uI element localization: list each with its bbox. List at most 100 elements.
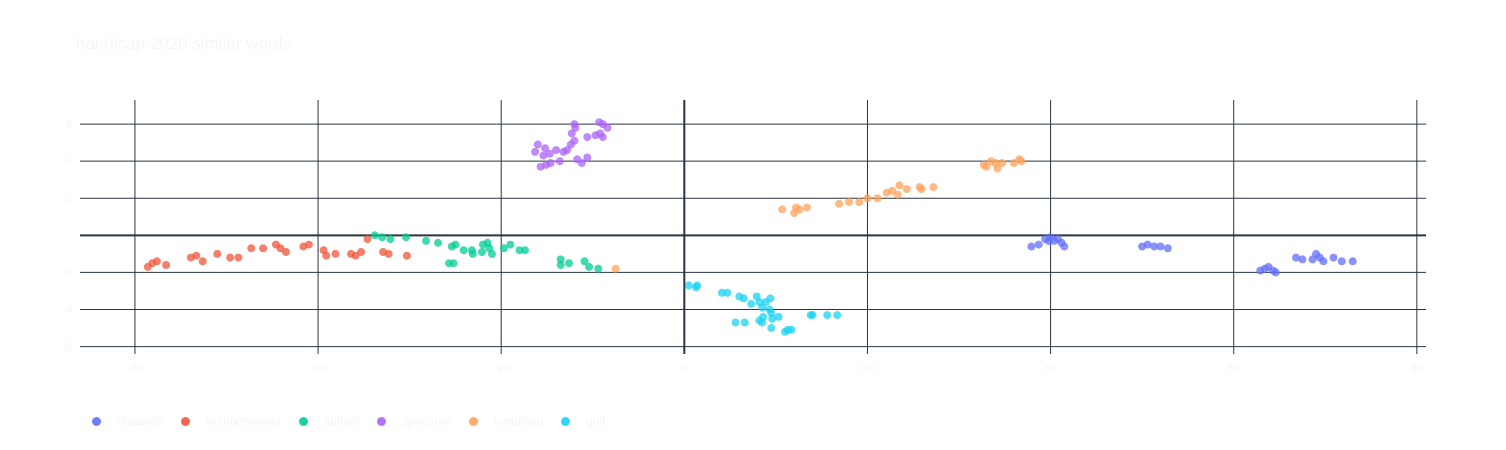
data-point-handicap[interactable] <box>902 185 911 193</box>
data-point-neurodiversity[interactable] <box>152 257 161 266</box>
data-point-spectrum[interactable] <box>541 144 550 153</box>
data-point-autism[interactable] <box>488 249 496 258</box>
data-point-autism[interactable] <box>468 249 477 258</box>
data-point-golf[interactable] <box>806 311 815 320</box>
data-point-autism[interactable] <box>478 248 486 256</box>
data-point-autism[interactable] <box>386 235 395 244</box>
data-point-autism[interactable] <box>556 261 565 269</box>
data-point-autism[interactable] <box>370 231 379 240</box>
data-point-golf[interactable] <box>766 294 775 303</box>
data-point-disability[interactable] <box>1156 242 1165 251</box>
data-point-autism[interactable] <box>580 257 589 266</box>
data-point-disability[interactable] <box>1163 244 1172 253</box>
data-point-golf[interactable] <box>739 294 748 303</box>
data-point-disability[interactable] <box>1298 255 1307 264</box>
data-point-disability[interactable] <box>1143 240 1152 249</box>
data-point-disability[interactable] <box>1027 242 1036 251</box>
data-point-spectrum[interactable] <box>546 159 555 167</box>
data-point-handicap[interactable] <box>863 194 872 203</box>
data-point-handicap[interactable] <box>929 183 938 192</box>
data-point-handicap[interactable] <box>917 185 926 193</box>
data-point-disability[interactable] <box>1271 268 1280 277</box>
data-point-disability[interactable] <box>1348 257 1357 266</box>
data-point-neurodiversity[interactable] <box>282 248 290 256</box>
data-point-handicap[interactable] <box>611 264 620 273</box>
legend-item-autism[interactable]: autism <box>298 414 359 428</box>
data-point-handicap[interactable] <box>855 198 864 206</box>
data-point-handicap[interactable] <box>982 162 991 171</box>
data-point-handicap[interactable] <box>835 199 844 208</box>
data-point-golf[interactable] <box>767 324 776 332</box>
data-point-golf[interactable] <box>774 312 783 321</box>
legend-item-neurodiversity[interactable]: neurodiversity <box>181 414 281 428</box>
data-point-autism[interactable] <box>515 246 524 255</box>
data-point-golf[interactable] <box>768 314 777 323</box>
data-point-neurodiversity[interactable] <box>384 249 393 258</box>
data-point-neurodiversity[interactable] <box>162 261 171 269</box>
data-point-spectrum[interactable] <box>531 147 540 156</box>
data-point-neurodiversity[interactable] <box>192 251 201 260</box>
data-point-autism[interactable] <box>402 233 410 242</box>
data-point-neurodiversity[interactable] <box>234 253 243 262</box>
data-point-autism[interactable] <box>378 233 387 242</box>
data-point-disability[interactable] <box>1060 242 1069 251</box>
data-point-golf[interactable] <box>823 311 832 320</box>
data-point-golf[interactable] <box>758 318 767 327</box>
data-point-spectrum[interactable] <box>570 136 579 145</box>
data-point-disability[interactable] <box>1337 257 1346 266</box>
data-point-golf[interactable] <box>723 288 732 297</box>
data-point-neurodiversity[interactable] <box>259 244 268 253</box>
data-point-handicap[interactable] <box>993 164 1002 173</box>
data-point-handicap[interactable] <box>803 203 811 212</box>
data-point-autism[interactable] <box>434 238 442 247</box>
data-point-spectrum[interactable] <box>539 151 548 160</box>
data-point-disability[interactable] <box>1292 253 1300 262</box>
data-point-disability[interactable] <box>1319 257 1328 266</box>
data-point-handicap[interactable] <box>998 159 1007 167</box>
data-point-spectrum[interactable] <box>567 129 576 138</box>
data-point-autism[interactable] <box>594 264 603 273</box>
data-point-spectrum[interactable] <box>570 120 579 129</box>
data-point-handicap[interactable] <box>845 198 854 206</box>
data-point-neurodiversity[interactable] <box>247 244 256 253</box>
data-point-neurodiversity[interactable] <box>213 249 222 258</box>
data-point-autism[interactable] <box>459 246 468 255</box>
data-point-autism[interactable] <box>499 244 508 253</box>
data-point-neurodiversity[interactable] <box>198 257 207 266</box>
data-point-golf[interactable] <box>781 327 789 336</box>
data-point-handicap[interactable] <box>893 190 902 199</box>
data-point-neurodiversity[interactable] <box>304 240 313 249</box>
data-point-handicap[interactable] <box>873 194 882 203</box>
data-point-handicap[interactable] <box>778 205 787 214</box>
data-point-golf[interactable] <box>731 318 740 327</box>
data-point-autism[interactable] <box>521 246 529 255</box>
data-point-autism[interactable] <box>449 259 458 268</box>
data-point-neurodiversity[interactable] <box>226 253 235 262</box>
data-point-handicap[interactable] <box>795 205 804 214</box>
data-points[interactable] <box>143 118 1357 336</box>
legend-item-handicap[interactable]: handicap <box>469 414 543 428</box>
data-point-autism[interactable] <box>451 240 460 249</box>
data-point-golf[interactable] <box>740 318 749 327</box>
data-point-neurodiversity[interactable] <box>331 249 340 258</box>
data-point-golf[interactable] <box>747 299 756 308</box>
data-point-spectrum[interactable] <box>598 120 607 129</box>
legend-item-disability[interactable]: disability <box>92 414 163 428</box>
data-point-golf[interactable] <box>717 288 726 297</box>
data-point-disability[interactable] <box>1329 253 1338 262</box>
legend-item-golf[interactable]: golf <box>561 414 606 428</box>
data-point-handicap[interactable] <box>895 181 904 190</box>
data-point-golf[interactable] <box>693 281 702 290</box>
data-point-neurodiversity[interactable] <box>363 235 372 244</box>
data-point-autism[interactable] <box>556 255 565 264</box>
data-point-autism[interactable] <box>422 236 431 245</box>
data-point-golf[interactable] <box>787 325 796 334</box>
data-point-autism[interactable] <box>565 259 573 268</box>
data-point-disability[interactable] <box>1044 236 1053 245</box>
data-point-golf[interactable] <box>684 281 693 290</box>
data-point-autism[interactable] <box>585 262 594 271</box>
data-point-spectrum[interactable] <box>545 149 554 158</box>
data-point-neurodiversity[interactable] <box>357 248 366 256</box>
legend-item-spectrum[interactable]: spectrum <box>377 414 451 428</box>
data-point-neurodiversity[interactable] <box>322 251 331 260</box>
